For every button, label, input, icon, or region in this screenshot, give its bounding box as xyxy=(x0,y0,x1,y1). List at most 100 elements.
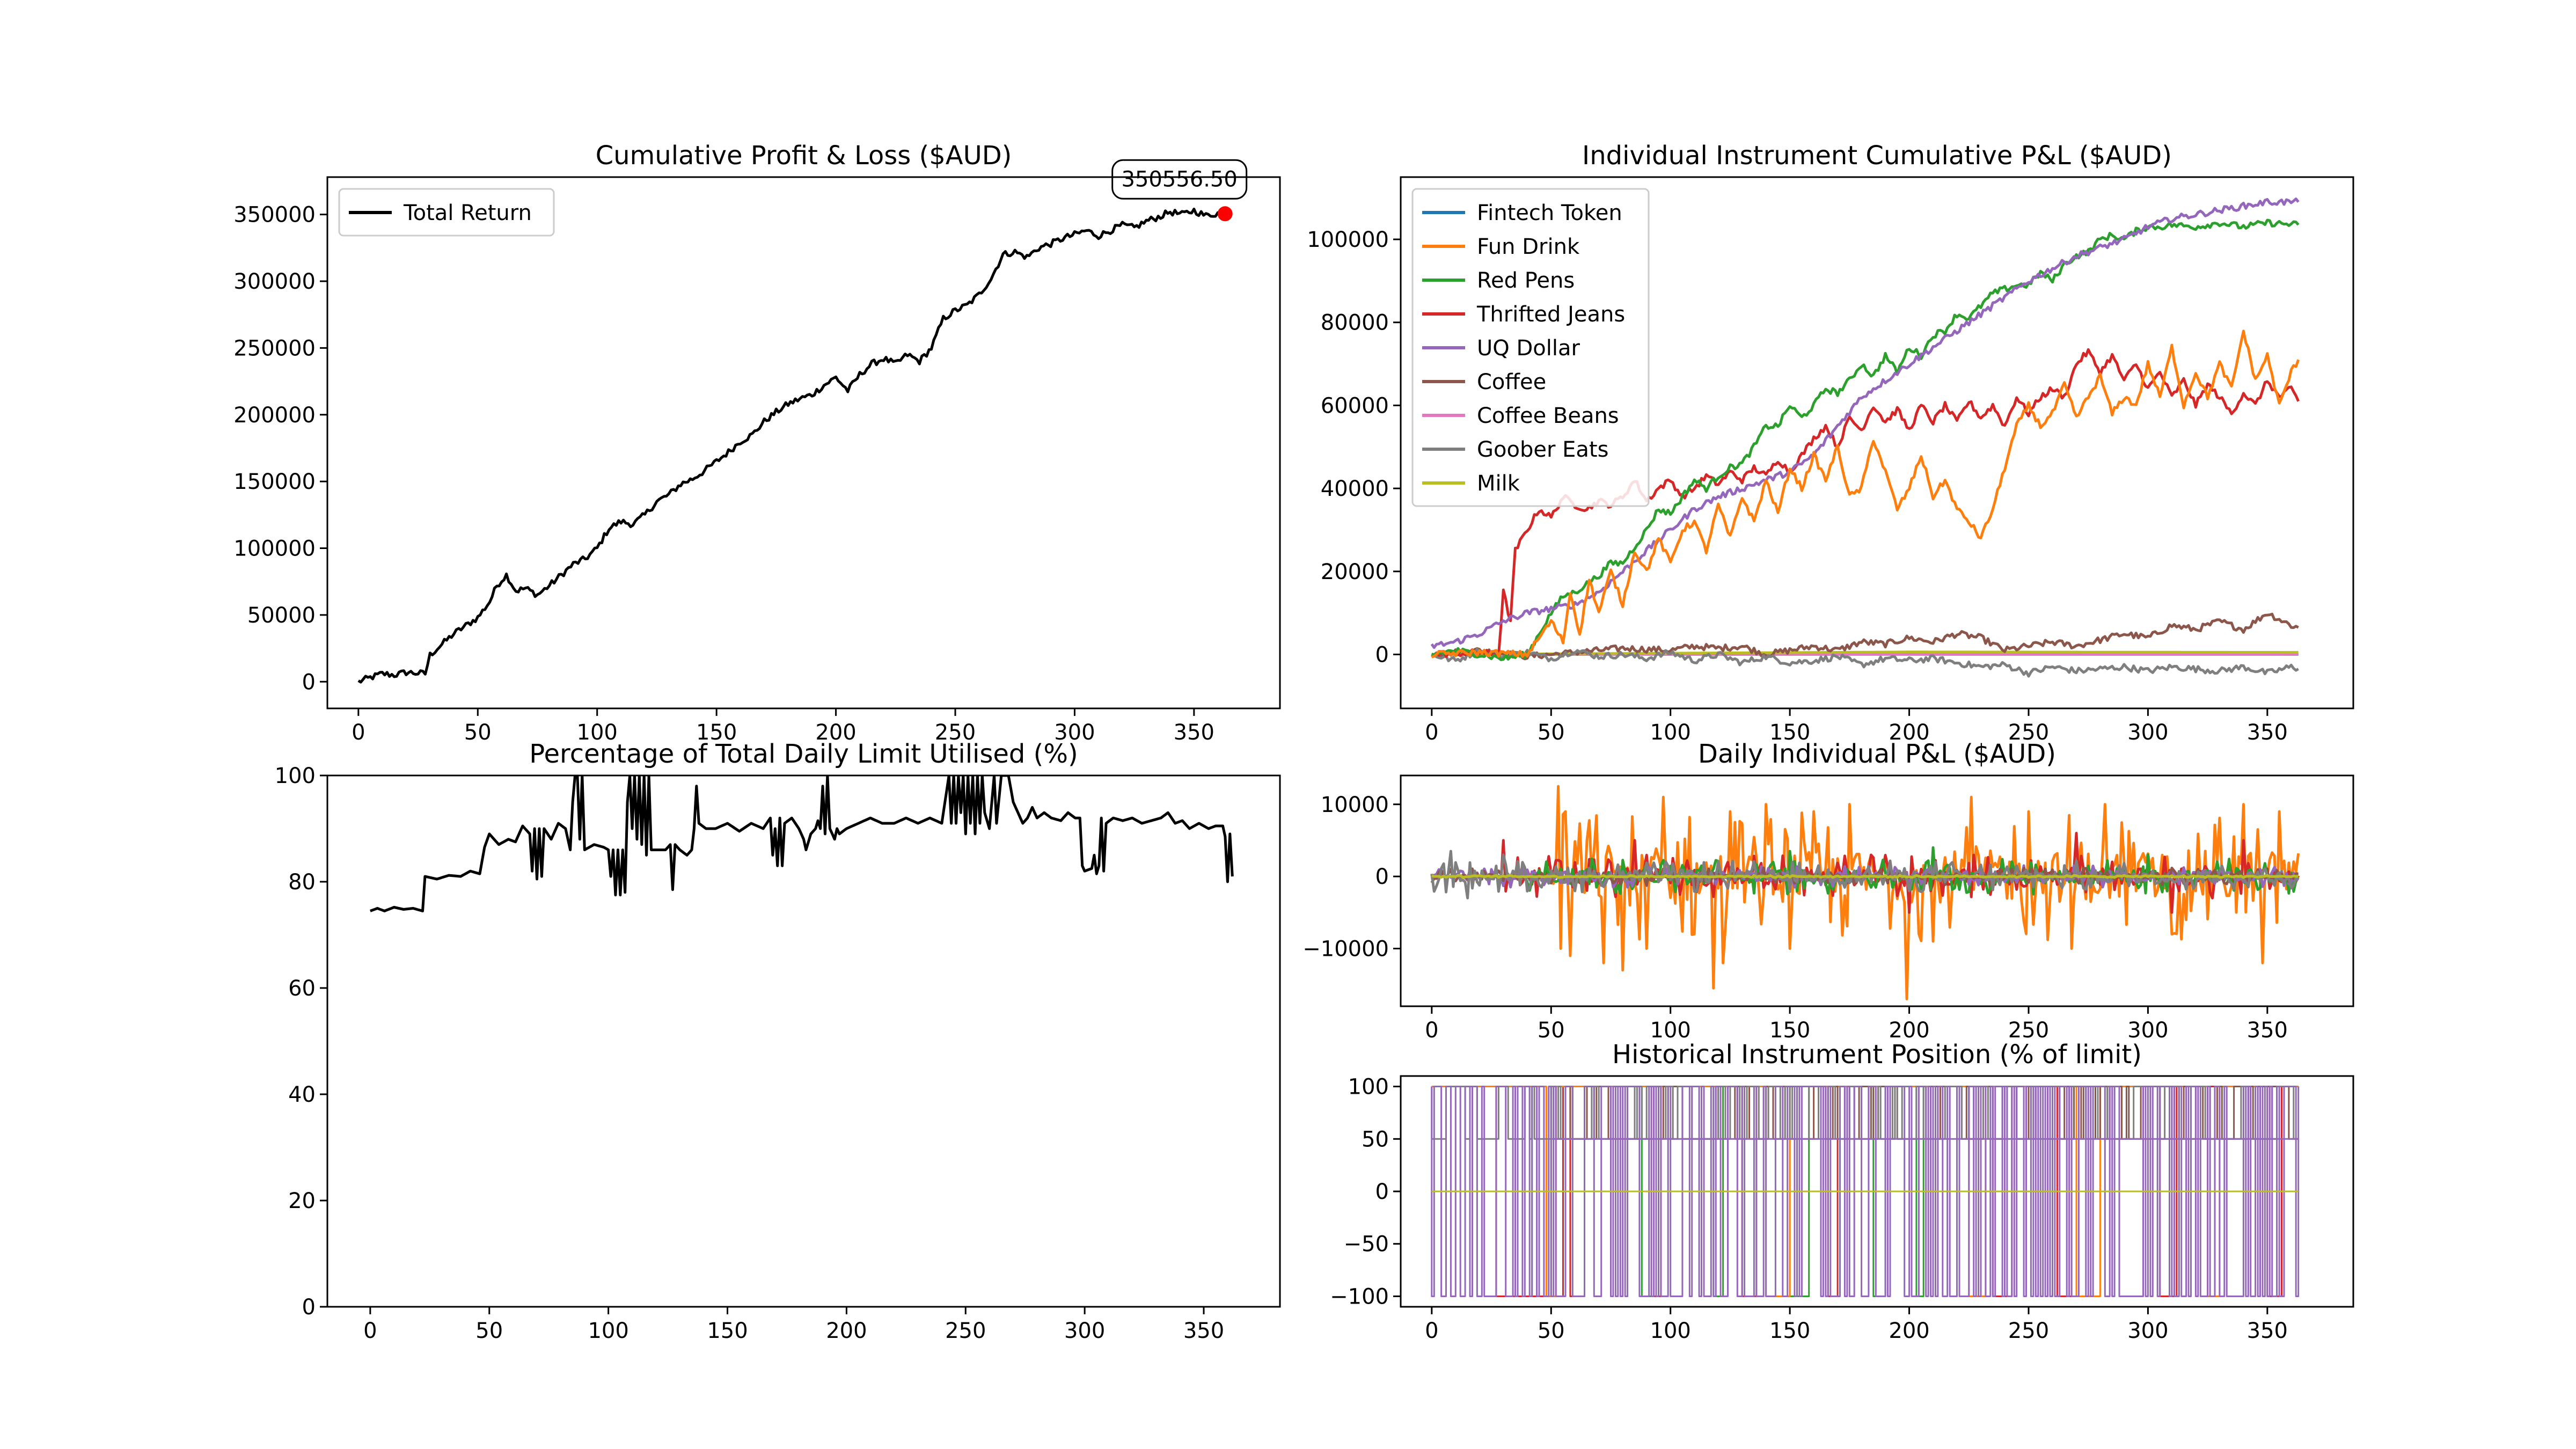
y-tick-label: 100000 xyxy=(233,537,316,561)
chart-title: Individual Instrument Cumulative P&L ($A… xyxy=(1582,141,2172,171)
y-tick-label: 350000 xyxy=(233,203,316,228)
y-tick-label: 100000 xyxy=(1307,228,1389,252)
y-tick-label: 300000 xyxy=(233,269,316,294)
y-tick-label: 100 xyxy=(275,764,316,788)
x-tick-label: 250 xyxy=(935,720,976,745)
chart-title: Percentage of Total Daily Limit Utilised… xyxy=(529,739,1078,769)
x-tick-label: 200 xyxy=(826,1319,867,1343)
x-tick-label: 100 xyxy=(1650,1018,1691,1043)
y-tick-label: 0 xyxy=(302,1295,316,1320)
y-tick-label: 20 xyxy=(288,1189,316,1213)
x-tick-label: 100 xyxy=(577,720,618,745)
x-tick-label: 50 xyxy=(464,720,492,745)
x-tick-label: 350 xyxy=(1174,720,1214,745)
x-tick-label: 100 xyxy=(1650,1319,1691,1343)
x-tick-label: 350 xyxy=(2247,1018,2288,1043)
x-tick-label: 0 xyxy=(352,720,365,745)
x-tick-label: 200 xyxy=(815,720,856,745)
plot-area xyxy=(1430,785,2300,1001)
x-tick-label: 300 xyxy=(1054,720,1095,745)
x-tick-label: 250 xyxy=(2008,1018,2049,1043)
x-tick-label: 0 xyxy=(363,1319,377,1343)
legend-label: Coffee xyxy=(1477,370,1546,394)
y-tick-label: 0 xyxy=(1375,642,1389,667)
x-tick-label: 50 xyxy=(1538,1319,1565,1343)
x-tick-label: 150 xyxy=(1769,1319,1810,1343)
legend-label: Fun Drink xyxy=(1477,235,1580,259)
instrument-cumulative-pnl-chart: Individual Instrument Cumulative P&L ($A… xyxy=(1307,141,2354,745)
annotation-box xyxy=(1111,159,1248,200)
legend-label: Coffee Beans xyxy=(1477,404,1619,428)
axes-frame xyxy=(1400,774,2354,1007)
x-tick-label: 300 xyxy=(2127,1018,2168,1043)
x-tick-label: 200 xyxy=(1889,720,1929,745)
plot-area xyxy=(1431,1086,2300,1297)
x-tick-label: 50 xyxy=(475,1319,503,1343)
y-tick-label: 0 xyxy=(1375,1180,1389,1204)
series-line xyxy=(1431,647,2299,678)
plot-area xyxy=(1430,197,2300,678)
x-tick-label: 350 xyxy=(1183,1319,1224,1343)
x-tick-label: 250 xyxy=(2008,720,2049,745)
x-tick-label: 150 xyxy=(1769,1018,1810,1043)
y-tick-label: −100 xyxy=(1330,1284,1389,1309)
x-tick-label: 0 xyxy=(1425,720,1438,745)
series-line xyxy=(1431,330,2300,658)
y-tick-label: 100 xyxy=(1348,1075,1389,1100)
x-tick-label: 350 xyxy=(2247,720,2288,745)
legend-label: Fintech Token xyxy=(1477,201,1622,225)
y-tick-label: 200000 xyxy=(233,403,316,428)
y-tick-label: 50000 xyxy=(247,603,316,628)
y-tick-label: 50 xyxy=(1362,1127,1389,1152)
legend-label: Red Pens xyxy=(1477,268,1575,293)
series-line xyxy=(357,208,1226,684)
x-tick-label: 300 xyxy=(1064,1319,1105,1343)
y-tick-label: 60 xyxy=(288,976,316,1001)
axes-frame xyxy=(326,774,1281,1308)
y-tick-label: 40 xyxy=(288,1082,316,1107)
x-tick-label: 50 xyxy=(1538,720,1565,745)
y-tick-label: 0 xyxy=(302,670,316,694)
chart-title: Historical Instrument Position (% of lim… xyxy=(1612,1040,2142,1070)
daily-limit-utilised-chart: Percentage of Total Daily Limit Utilised… xyxy=(275,739,1281,1343)
chart-title: Daily Individual P&L ($AUD) xyxy=(1698,739,2056,769)
y-tick-label: −10000 xyxy=(1302,937,1389,962)
x-tick-label: 100 xyxy=(588,1319,628,1343)
y-tick-label: 80000 xyxy=(1321,311,1389,335)
x-tick-label: 200 xyxy=(1889,1319,1929,1343)
y-tick-label: 0 xyxy=(1375,865,1389,889)
cumulative-pnl-chart: Cumulative Profit & Loss ($AUD) 0 50 100 150… xyxy=(233,141,1281,745)
series-line xyxy=(1430,197,2300,649)
series-line xyxy=(1431,1086,2300,1297)
x-tick-label: 0 xyxy=(1425,1319,1438,1343)
x-tick-label: 50 xyxy=(1538,1018,1565,1043)
axes-frame xyxy=(1400,176,2354,709)
axes-frame xyxy=(326,176,1281,709)
y-tick-label: 40000 xyxy=(1321,477,1389,501)
legend-label: Thrifted Jeans xyxy=(1476,302,1625,327)
y-tick-label: 10000 xyxy=(1321,793,1389,817)
annotation-label: 350556.50 xyxy=(1122,167,1238,192)
daily-individual-pnl-chart: Daily Individual P&L ($AUD) 0 50 100 150 200 2… xyxy=(1302,739,2354,1043)
axes-frame xyxy=(1400,1075,2354,1308)
x-tick-label: 250 xyxy=(945,1319,986,1343)
y-tick-label: 150000 xyxy=(233,470,316,494)
legend-label: Total Return xyxy=(403,201,532,225)
x-tick-label: 150 xyxy=(707,1319,748,1343)
x-tick-label: 250 xyxy=(2008,1319,2049,1343)
x-tick-label: 150 xyxy=(1769,720,1810,745)
annotation-marker xyxy=(1217,206,1233,222)
legend-box xyxy=(1411,188,1650,507)
x-tick-label: 200 xyxy=(1889,1018,1929,1043)
legend-label: Milk xyxy=(1477,471,1520,496)
historical-position-chart: Historical Instrument Position (% of lim… xyxy=(1330,1040,2354,1343)
plot-area xyxy=(369,775,1234,912)
plot-area xyxy=(357,208,1226,684)
x-tick-label: 300 xyxy=(2127,720,2168,745)
y-tick-label: 250000 xyxy=(233,336,316,361)
legend-label: UQ Dollar xyxy=(1477,336,1580,361)
y-tick-label: 20000 xyxy=(1321,560,1389,584)
y-tick-label: −50 xyxy=(1344,1232,1389,1257)
